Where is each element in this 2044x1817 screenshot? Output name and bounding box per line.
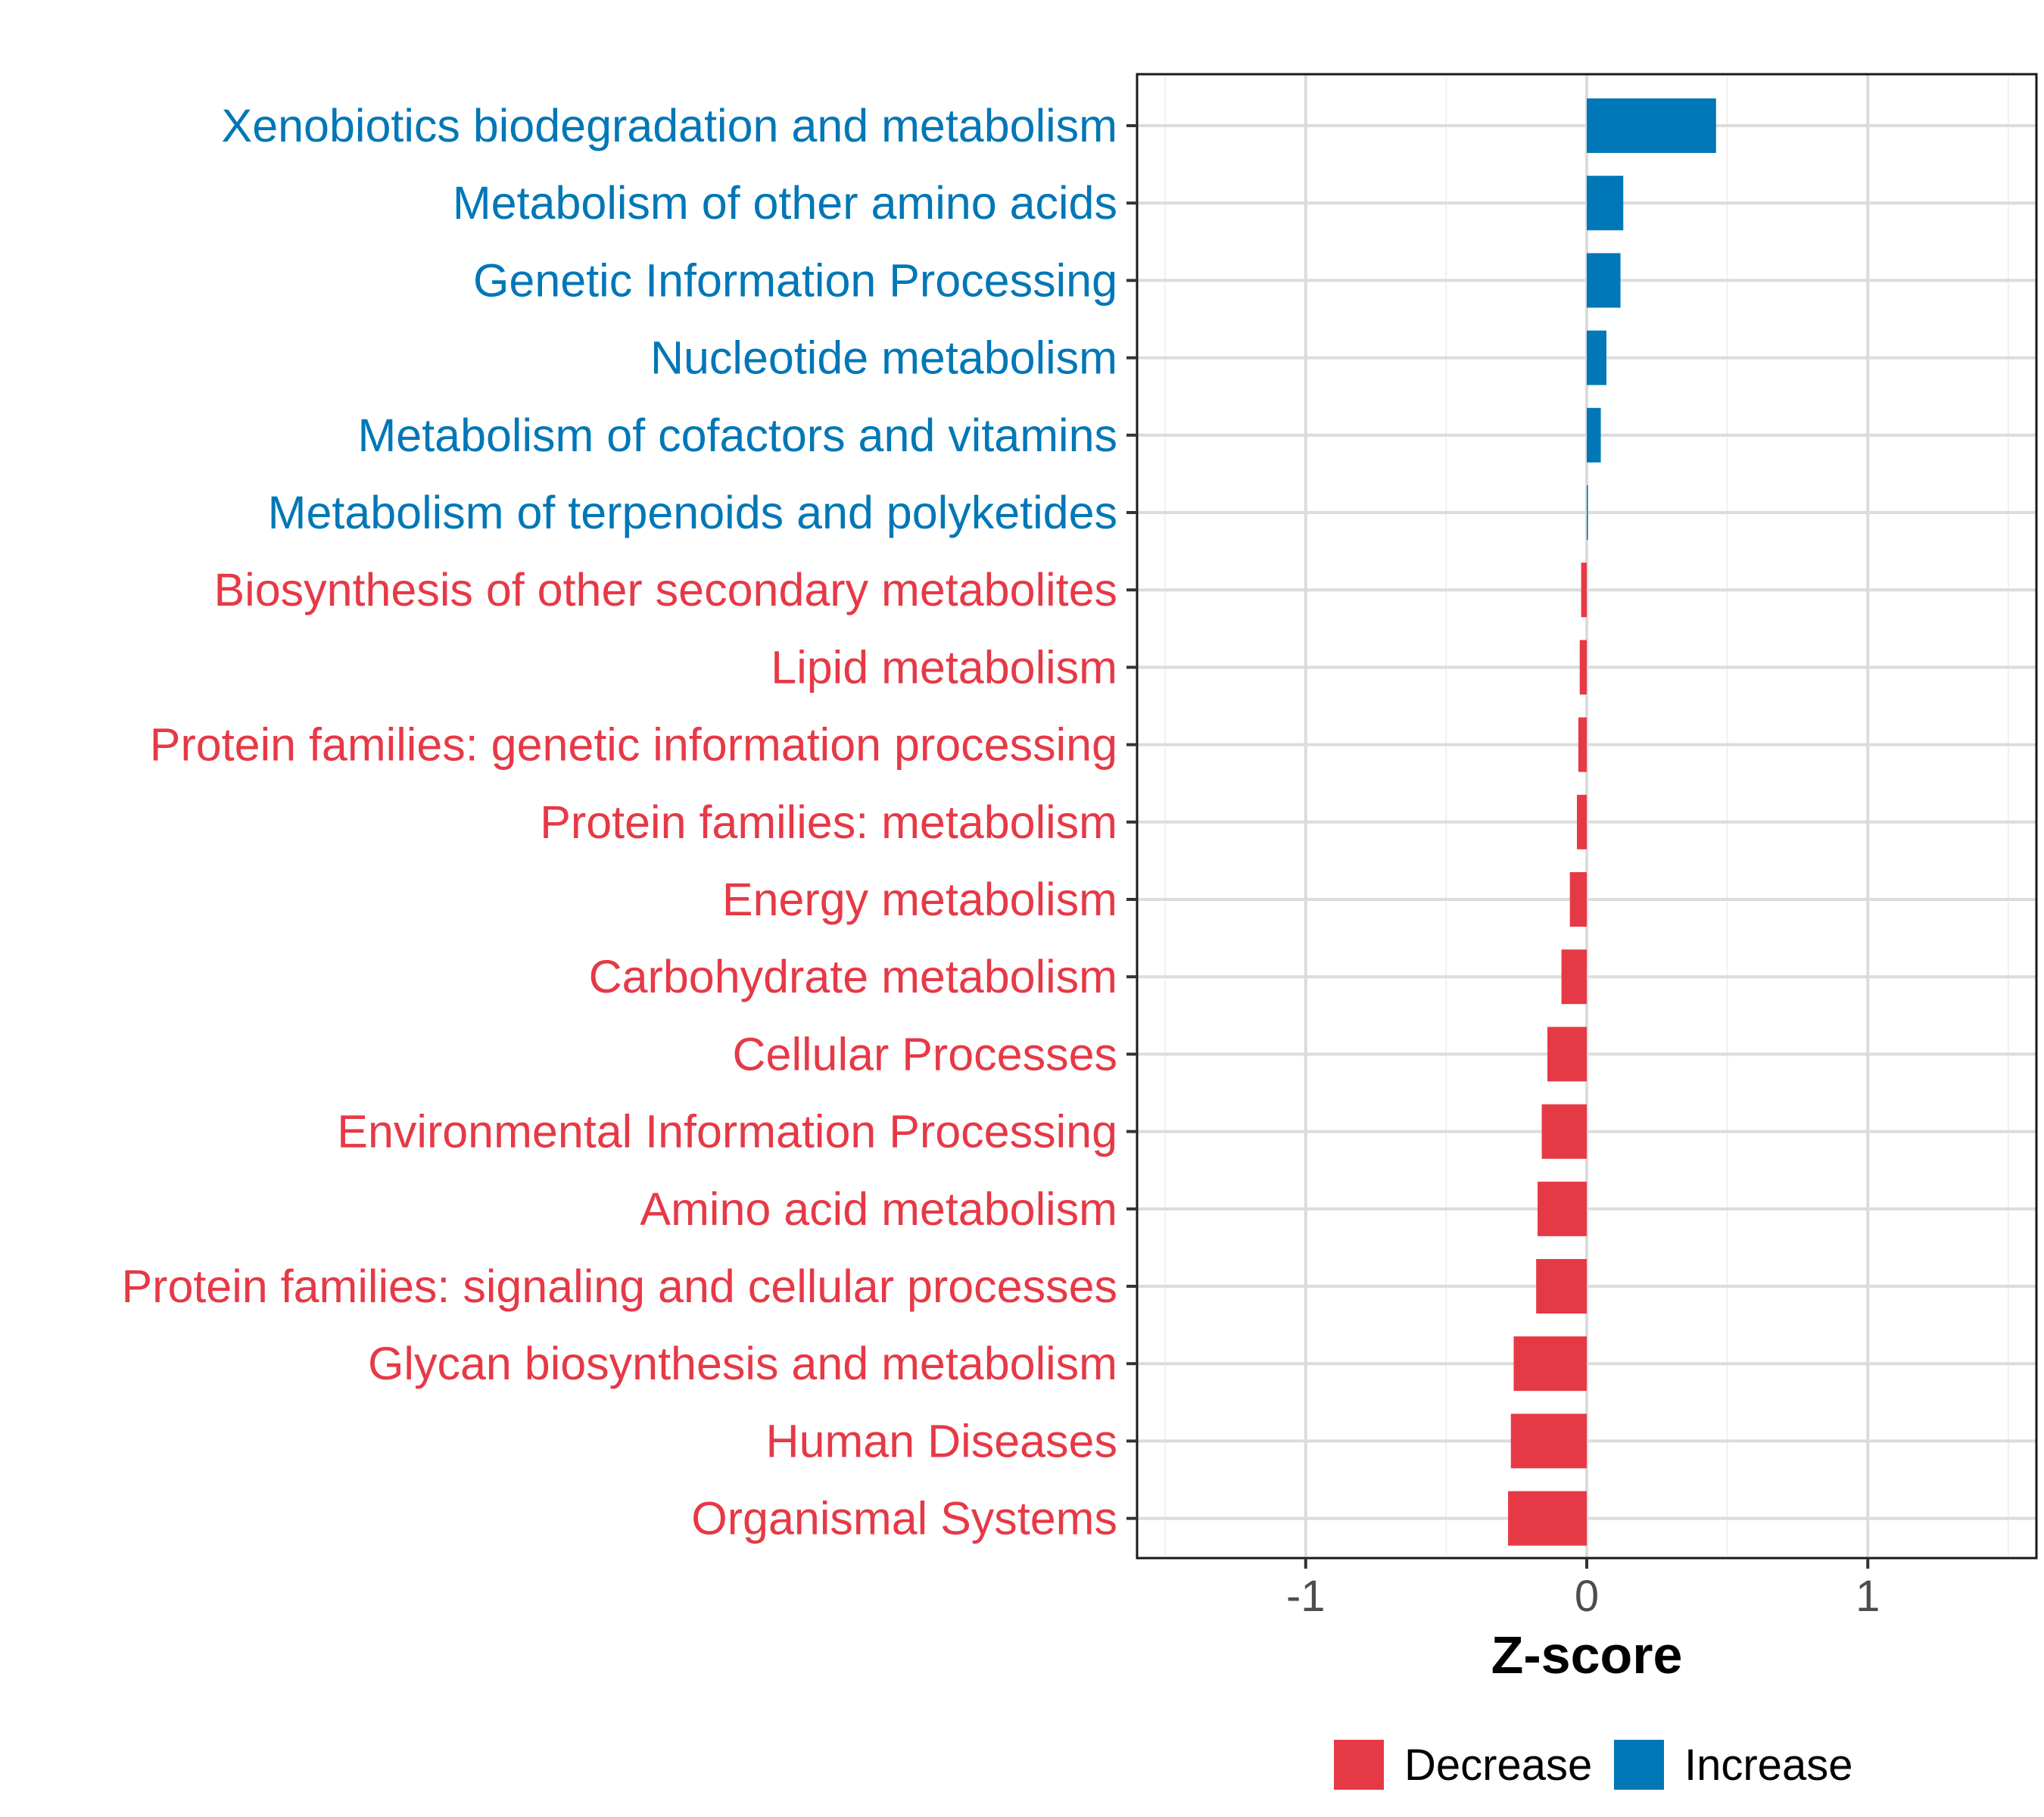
legend-key-decrease (1334, 1740, 1384, 1790)
bar (1579, 640, 1587, 695)
y-tick-label: Glycan biosynthesis and metabolism (368, 1338, 1117, 1389)
legend: Decrease Increase (1334, 1740, 1852, 1790)
bar (1569, 872, 1587, 927)
x-axis-title: Z-score (1491, 1625, 1683, 1685)
bar (1538, 1181, 1587, 1236)
bar (1541, 1104, 1587, 1159)
x-tick-label: -1 (1286, 1572, 1326, 1621)
legend-key-increase (1614, 1740, 1664, 1790)
y-tick-label: Carbohydrate metabolism (589, 951, 1117, 1002)
bar (1577, 794, 1587, 849)
bar (1587, 485, 1588, 540)
bar (1587, 176, 1624, 231)
bar (1513, 1336, 1587, 1392)
y-axis: Xenobiotics biodegradation and metabolis… (121, 100, 1137, 1544)
bars (1508, 98, 1716, 1546)
y-tick-label: Genetic Information Processing (473, 254, 1117, 306)
bar (1587, 253, 1621, 308)
y-tick-label: Human Diseases (766, 1415, 1117, 1466)
legend-label-decrease: Decrease (1404, 1741, 1592, 1790)
x-axis: -1 0 1 (1286, 1558, 1880, 1621)
y-tick-label: Metabolism of terpenoids and polyketides (268, 487, 1117, 538)
y-tick-label: Protein families: signaling and cellular… (121, 1261, 1117, 1312)
y-tick-label: Protein families: genetic information pr… (150, 719, 1117, 771)
bar (1587, 407, 1601, 463)
x-tick-label: 1 (1855, 1572, 1880, 1621)
bar (1587, 330, 1606, 385)
y-tick-label: Amino acid metabolism (640, 1183, 1117, 1235)
legend-label-increase: Increase (1684, 1741, 1852, 1790)
x-tick-label: 0 (1575, 1572, 1599, 1621)
bar (1510, 1413, 1587, 1469)
y-tick-label: Metabolism of other amino acids (453, 177, 1117, 229)
y-tick-label: Cellular Processes (732, 1028, 1117, 1080)
bar (1508, 1491, 1587, 1546)
bar (1547, 1027, 1587, 1082)
bar (1581, 563, 1587, 618)
bar (1587, 98, 1716, 153)
y-tick-label: Metabolism of cofactors and vitamins (357, 410, 1117, 461)
y-tick-label: Biosynthesis of other secondary metaboli… (213, 564, 1117, 616)
y-tick-label: Lipid metabolism (771, 641, 1117, 693)
bar (1578, 717, 1587, 772)
y-tick-label: Environmental Information Processing (337, 1106, 1117, 1158)
y-tick-label: Energy metabolism (722, 874, 1117, 925)
bar (1536, 1259, 1587, 1314)
bar (1561, 949, 1587, 1005)
y-tick-label: Organismal Systems (691, 1493, 1117, 1544)
y-tick-label: Xenobiotics biodegradation and metabolis… (222, 100, 1117, 151)
y-tick-label: Protein families: metabolism (540, 796, 1117, 848)
y-tick-label: Nucleotide metabolism (650, 332, 1117, 384)
